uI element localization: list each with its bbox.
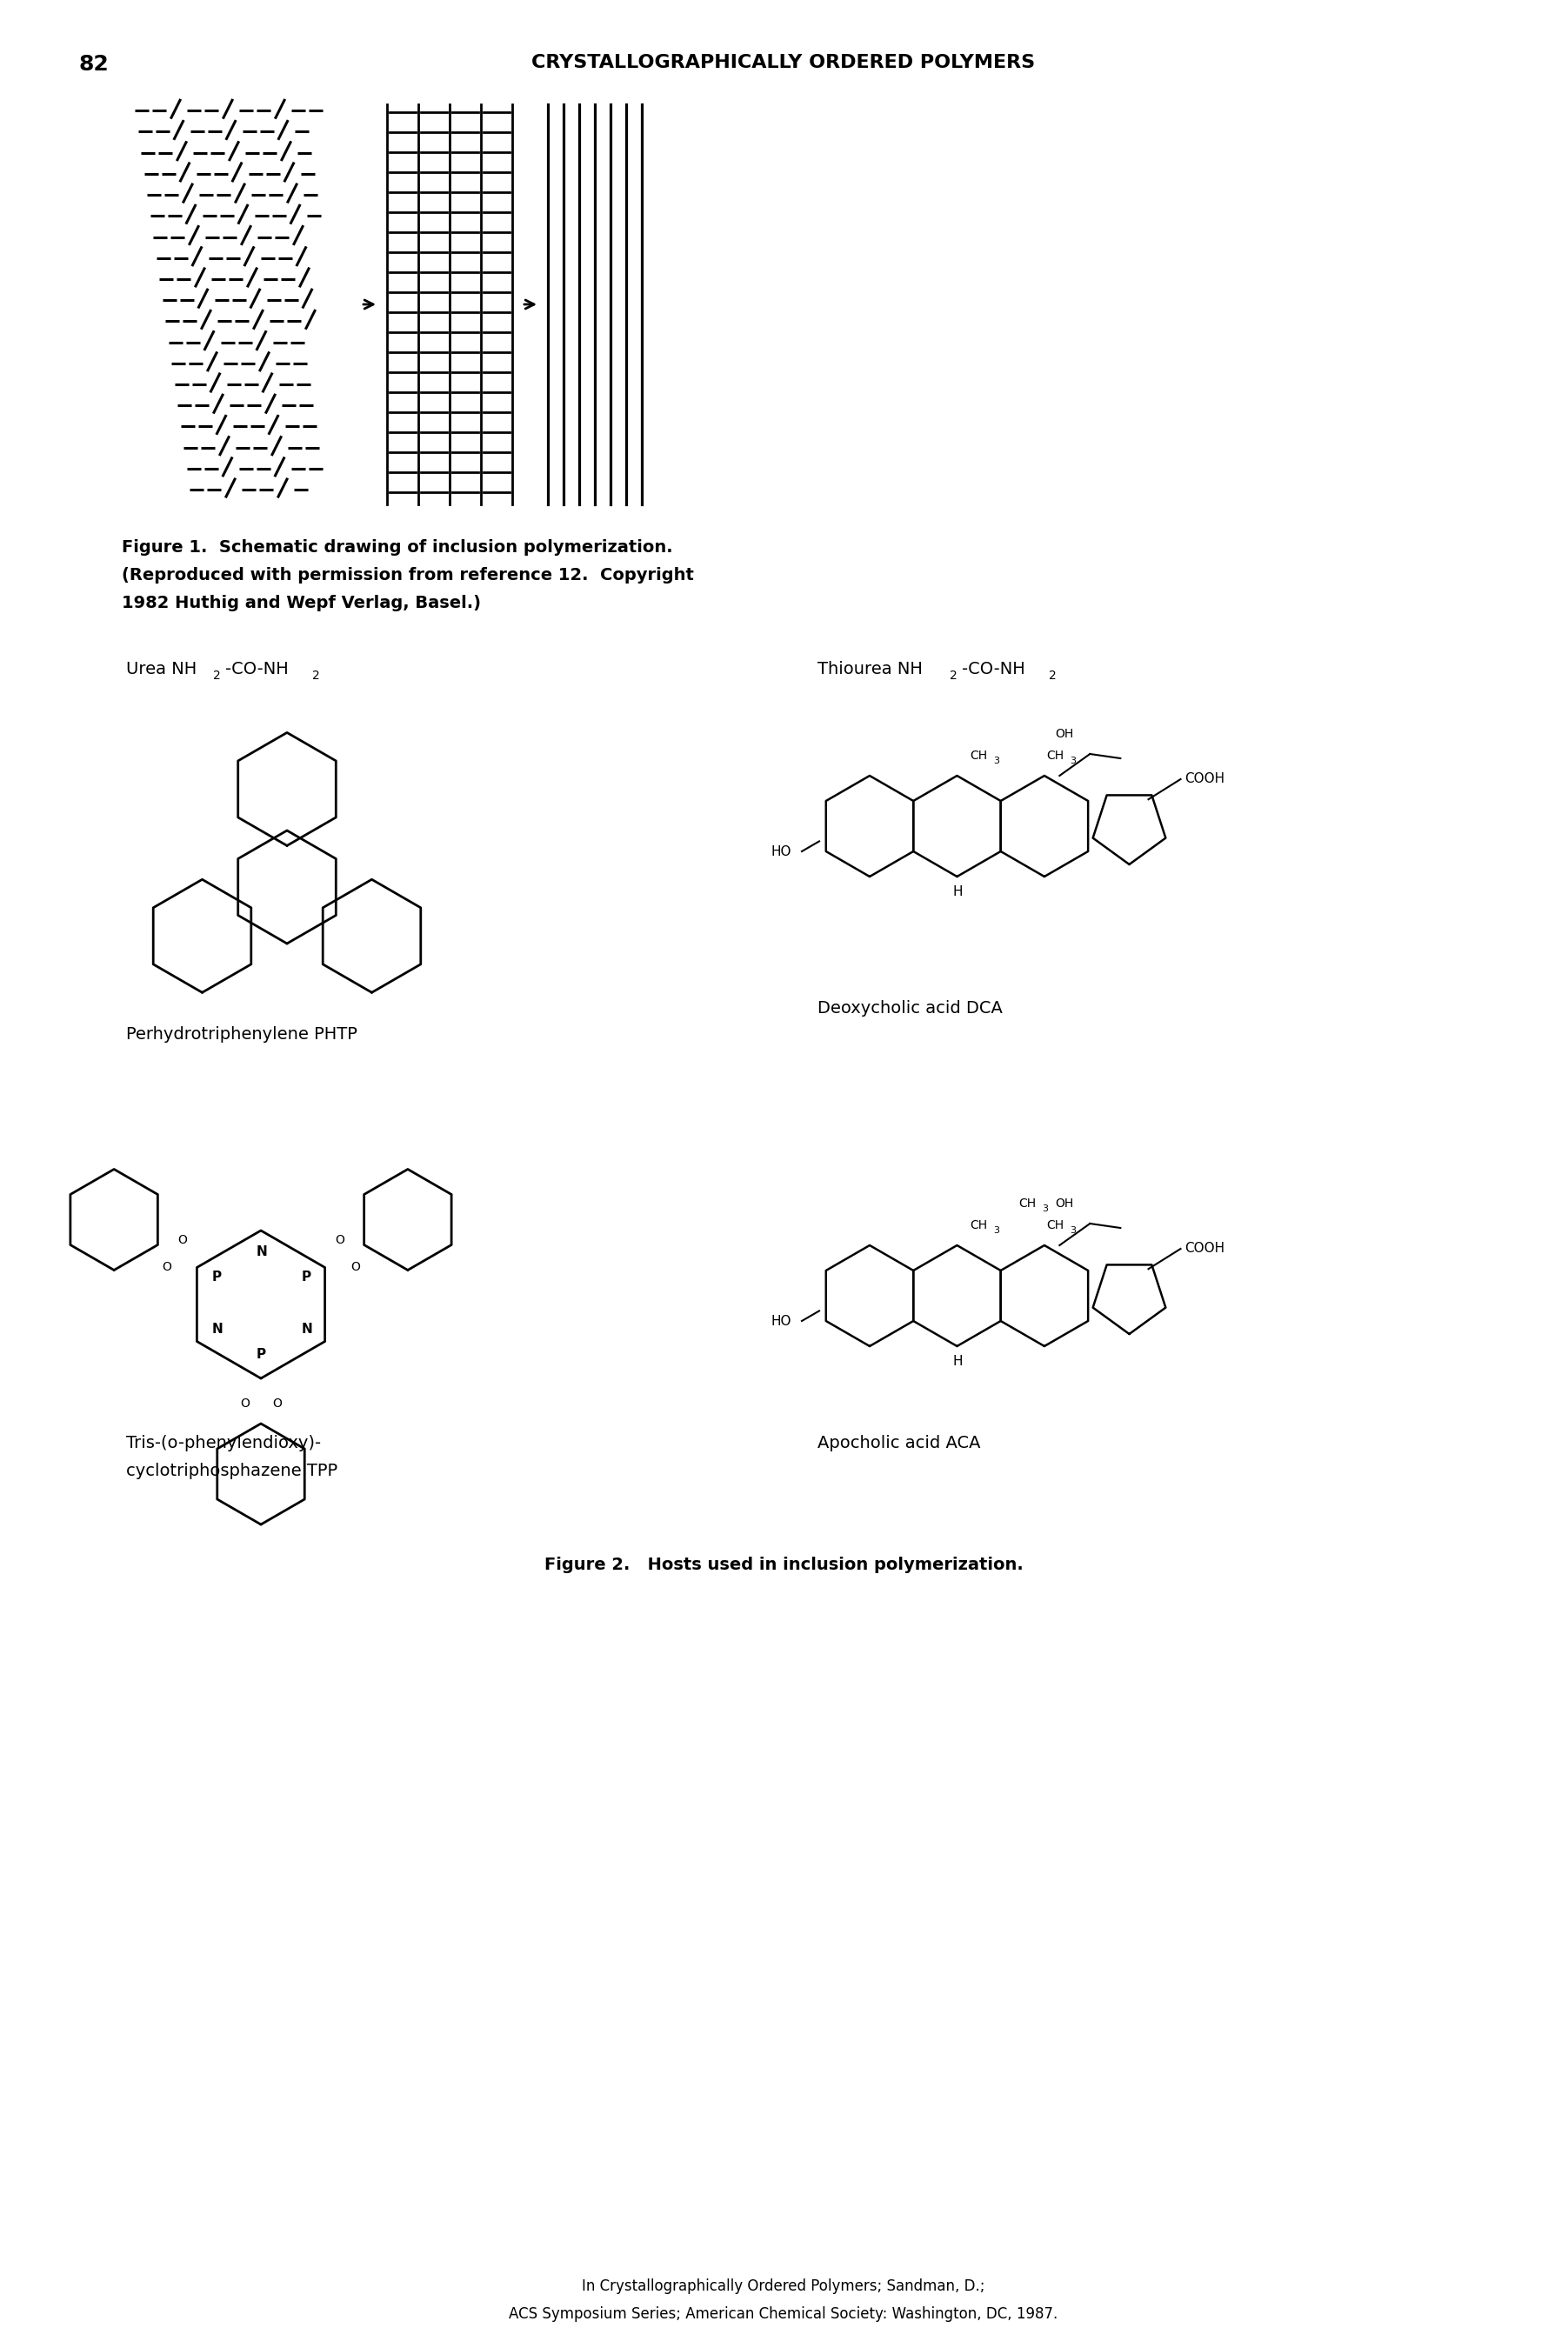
Text: CH: CH [971, 1219, 988, 1230]
Text: cyclotriphosphazene TPP: cyclotriphosphazene TPP [125, 1463, 337, 1479]
Text: Tris-(o-phenylendioxy)-: Tris-(o-phenylendioxy)- [125, 1435, 321, 1451]
Text: P: P [257, 1348, 267, 1362]
Text: Apocholic acid ACA: Apocholic acid ACA [817, 1435, 980, 1451]
Text: N: N [301, 1322, 312, 1336]
Text: CRYSTALLOGRAPHICALLY ORDERED POLYMERS: CRYSTALLOGRAPHICALLY ORDERED POLYMERS [532, 54, 1035, 70]
Text: CH: CH [1018, 1197, 1036, 1209]
Text: 3: 3 [994, 1226, 1000, 1235]
Text: H: H [953, 1355, 963, 1369]
Text: -CO-NH: -CO-NH [226, 660, 289, 679]
Text: Thiourea NH: Thiourea NH [817, 660, 922, 679]
Text: Perhydrotriphenylene PHTP: Perhydrotriphenylene PHTP [125, 1026, 358, 1043]
Text: CH: CH [1046, 749, 1065, 761]
Text: P: P [301, 1270, 310, 1284]
Text: ACS Symposium Series; American Chemical Society: Washington, DC, 1987.: ACS Symposium Series; American Chemical … [510, 2306, 1058, 2322]
Text: 3: 3 [1069, 756, 1076, 765]
Text: O: O [273, 1397, 282, 1409]
Text: N: N [257, 1244, 268, 1259]
Text: CH: CH [1046, 1219, 1065, 1230]
Text: O: O [336, 1233, 345, 1247]
Text: Figure 2.   Hosts used in inclusion polymerization.: Figure 2. Hosts used in inclusion polyme… [544, 1557, 1022, 1573]
Text: 2: 2 [213, 669, 221, 681]
Text: Deoxycholic acid DCA: Deoxycholic acid DCA [817, 1000, 1002, 1017]
Text: (Reproduced with permission from reference 12.  Copyright: (Reproduced with permission from referen… [122, 566, 695, 585]
Text: Urea NH: Urea NH [125, 660, 196, 679]
Text: 3: 3 [994, 756, 1000, 765]
Text: 2: 2 [1049, 669, 1057, 681]
Text: COOH: COOH [1185, 772, 1225, 784]
Text: OH: OH [1055, 1197, 1074, 1209]
Text: 2: 2 [950, 669, 958, 681]
Text: O: O [179, 1233, 188, 1247]
Text: 1982 Huthig and Wepf Verlag, Basel.): 1982 Huthig and Wepf Verlag, Basel.) [122, 594, 481, 610]
Text: OH: OH [1055, 728, 1074, 740]
Text: O: O [351, 1261, 361, 1273]
Text: 2: 2 [312, 669, 320, 681]
Text: Figure 1.  Schematic drawing of inclusion polymerization.: Figure 1. Schematic drawing of inclusion… [122, 540, 673, 556]
Text: 3: 3 [1041, 1205, 1047, 1214]
Text: CH: CH [971, 749, 988, 761]
Text: COOH: COOH [1185, 1242, 1225, 1254]
Text: -CO-NH: -CO-NH [961, 660, 1025, 679]
Text: H: H [953, 885, 963, 899]
Text: O: O [240, 1397, 251, 1409]
Text: 3: 3 [1069, 1226, 1076, 1235]
Text: 82: 82 [78, 54, 108, 75]
Text: HO: HO [771, 1315, 792, 1329]
Text: In Crystallographically Ordered Polymers; Sandman, D.;: In Crystallographically Ordered Polymers… [582, 2278, 985, 2294]
Text: O: O [162, 1261, 171, 1273]
Text: P: P [212, 1270, 221, 1284]
Text: HO: HO [771, 845, 792, 859]
Text: N: N [212, 1322, 223, 1336]
